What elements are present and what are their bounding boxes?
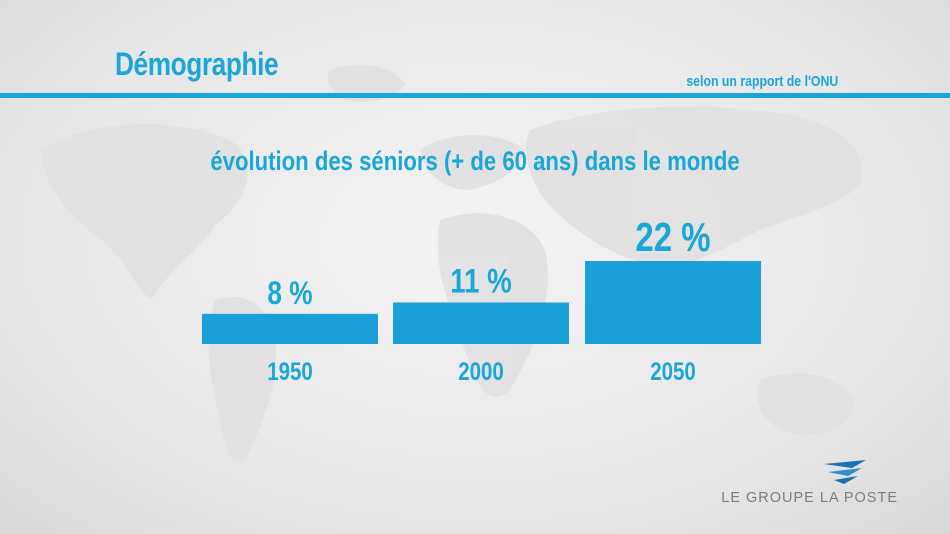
data-label-2000: 11 %	[450, 262, 512, 301]
page-title: Démographie	[115, 46, 279, 82]
x-tick-label-1950: 1950	[267, 357, 313, 385]
logo-text: LE GROUPE LA POSTE	[721, 490, 898, 506]
la-poste-logo: LE GROUPE LA POSTE	[721, 460, 898, 506]
bar-1950	[202, 313, 378, 344]
chart-title: évolution des séniors (+ de 60 ans) dans…	[210, 147, 739, 177]
bar-2050	[585, 261, 761, 344]
data-label-2050: 22 %	[635, 213, 710, 259]
la-poste-bird-icon	[824, 460, 866, 484]
data-label-1950: 8 %	[267, 275, 312, 311]
header-divider	[0, 93, 950, 98]
source-note: selon un rapport de l'ONU	[686, 73, 838, 90]
x-tick-label-2000: 2000	[458, 357, 504, 385]
x-tick-label-2050: 2050	[650, 357, 696, 385]
bar-2000	[393, 302, 569, 344]
